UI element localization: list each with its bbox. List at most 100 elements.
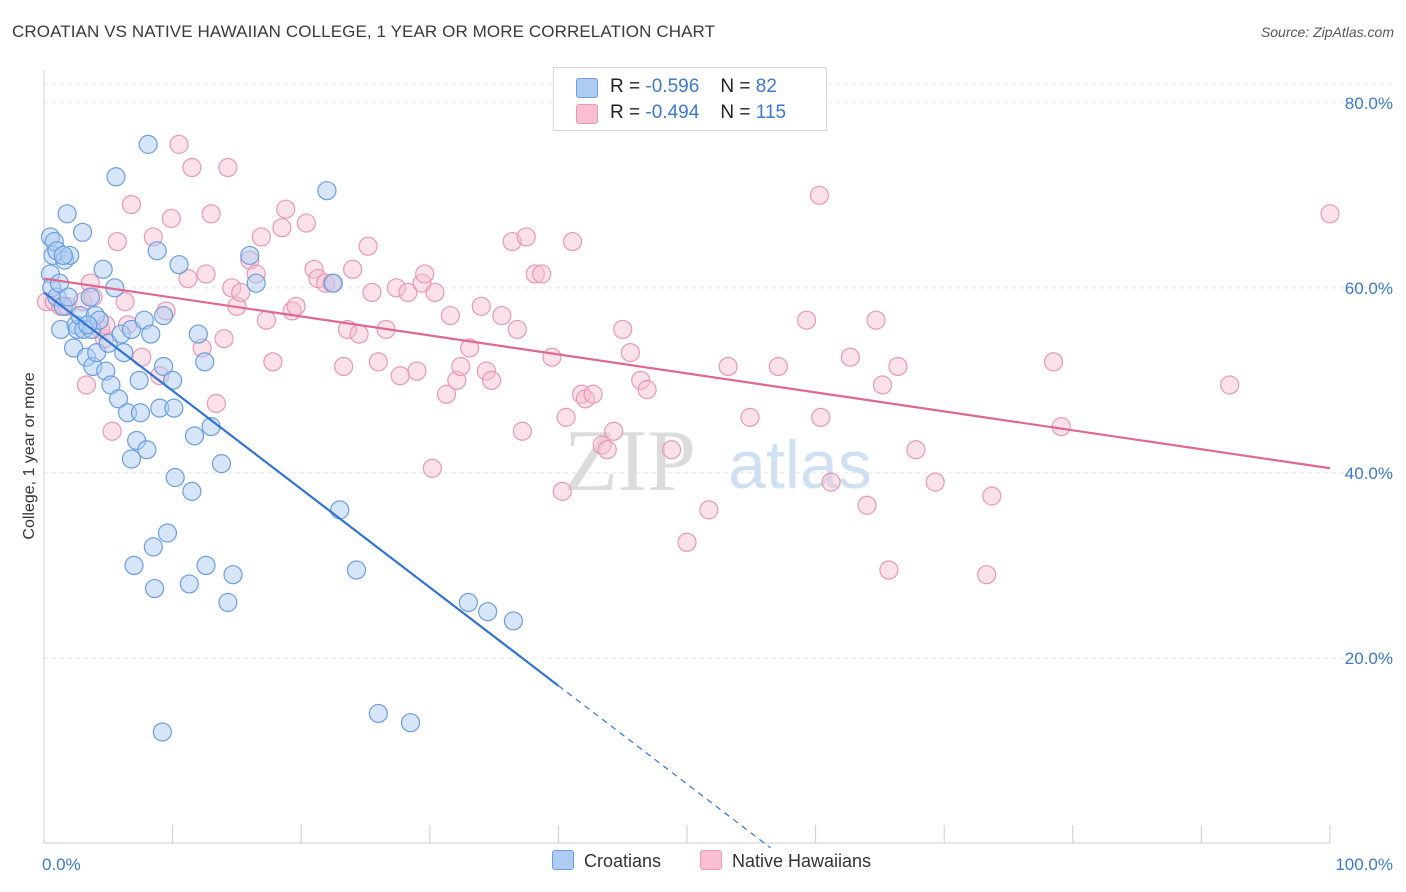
croatian-point — [129, 370, 149, 390]
series-swatch-croatians — [552, 850, 574, 870]
native-hawaiian-point — [386, 278, 406, 298]
native-hawaiian-point — [888, 356, 908, 377]
native-hawaiian-point — [718, 356, 738, 377]
croatian-point — [368, 703, 388, 724]
native-hawaiian-point — [866, 310, 886, 330]
croatian-point — [317, 181, 337, 201]
native-hawaiian-point — [398, 282, 418, 303]
native-hawaiian-point — [811, 407, 831, 427]
croatian-point — [137, 440, 157, 460]
croatian-point — [503, 611, 523, 631]
native-hawaiian-point — [161, 208, 181, 229]
native-hawaiian-point — [196, 264, 216, 284]
native-hawaiian-point — [532, 264, 552, 284]
chart-title: CROATIAN VS NATIVE HAWAIIAN COLLEGE, 1 Y… — [12, 22, 716, 41]
native-hawaiian-point — [768, 356, 788, 377]
native-hawaiian-point — [613, 319, 633, 340]
native-hawaiian-point — [982, 486, 1002, 506]
native-hawaiian-point — [276, 199, 296, 219]
native-hawaiian-point — [620, 342, 641, 363]
native-hawaiian-point — [597, 440, 617, 460]
y-tick-label: 80.0% — [1345, 94, 1393, 113]
trend-lines — [43, 277, 1331, 849]
croatian-point — [330, 500, 350, 520]
x-tick-label-min: 0.0% — [42, 855, 81, 874]
native-hawaiian-point — [637, 380, 657, 400]
native-hawaiian-point — [460, 338, 480, 358]
native-hawaiian-point — [263, 352, 283, 372]
croatian-point — [80, 287, 100, 307]
native-hawaiian-point — [222, 278, 242, 298]
native-hawaiians-trend-line — [43, 277, 1331, 470]
native-hawaiian-point — [251, 227, 271, 247]
native-hawaiian-point — [677, 532, 697, 552]
native-hawaiian-point — [169, 134, 189, 154]
native-hawaiian-point — [879, 560, 899, 580]
native-hawaiian-point — [102, 421, 122, 441]
native-hawaiian-point — [562, 231, 583, 252]
legend-swatch-native-hawaiians — [576, 104, 598, 124]
croatian-point — [72, 222, 93, 242]
native-hawaiian-point — [906, 440, 926, 460]
native-hawaiian-point — [231, 282, 251, 303]
legend-n-value: 82 — [755, 76, 777, 97]
croatian-point — [58, 287, 79, 307]
native-hawaiian-point — [343, 259, 363, 279]
native-hawaiian-point — [286, 296, 306, 316]
croatian-point — [458, 592, 478, 613]
native-hawaiian-point — [583, 384, 603, 404]
native-hawaiian-point — [256, 310, 277, 330]
croatian-point — [182, 481, 202, 501]
croatian-point — [141, 324, 161, 344]
watermark-zip: ZIP — [564, 413, 696, 510]
native-hawaiian-point — [272, 218, 292, 238]
legend-n-value: 115 — [755, 102, 787, 123]
legend-n-label: N = — [720, 102, 751, 123]
legend-r-label: R = — [610, 76, 641, 97]
croatian-point — [163, 370, 183, 390]
native-hawaiian-point — [178, 268, 198, 289]
croatian-point — [195, 352, 215, 372]
native-hawaiian-point — [296, 213, 316, 233]
chart-source: Source: ZipAtlas.com — [1260, 24, 1394, 40]
native-hawaiian-point — [516, 227, 536, 247]
x-tick-label-max: 100.0% — [1335, 855, 1393, 874]
native-hawaiian-point — [502, 231, 522, 252]
native-hawaiian-point — [201, 204, 221, 224]
croatian-point — [152, 722, 172, 742]
native-hawaiians-points — [36, 134, 1340, 585]
croatian-point — [211, 454, 232, 474]
stats-legend: R = -0.596 N = 82 R = -0.494 N = 115 — [553, 67, 827, 131]
series-legend-croatians: Croatians — [552, 850, 661, 872]
native-hawaiian-point — [1320, 204, 1340, 224]
y-tick-label: 60.0% — [1345, 279, 1393, 298]
croatian-point — [246, 273, 266, 293]
croatian-point — [157, 523, 178, 543]
native-hawaiian-point — [1043, 352, 1064, 372]
croatian-point — [218, 592, 238, 613]
native-hawaiian-point — [809, 185, 830, 205]
croatian-point — [240, 245, 260, 266]
axes — [43, 70, 1331, 844]
croatian-point — [164, 398, 184, 418]
croatian-point — [124, 555, 144, 576]
legend-swatch-croatians — [576, 78, 598, 98]
native-hawaiian-point — [977, 565, 997, 585]
native-hawaiian-point — [107, 231, 127, 252]
watermark: ZIP atlas — [564, 413, 872, 510]
native-hawaiian-point — [451, 356, 471, 377]
watermark-atlas: atlas — [728, 427, 872, 503]
native-hawaiian-point — [471, 296, 491, 316]
native-hawaiian-point — [115, 292, 135, 312]
croatian-point — [223, 565, 243, 585]
grid-lines — [44, 83, 1393, 659]
croatian-point — [184, 426, 205, 446]
croatian-point — [147, 241, 167, 261]
croatian-point — [188, 324, 208, 344]
native-hawaiian-point — [552, 481, 572, 501]
native-hawaiian-point — [556, 407, 576, 427]
native-hawaiian-point — [821, 472, 841, 492]
native-hawaiian-point — [740, 407, 760, 427]
native-hawaiian-point — [661, 440, 682, 460]
native-hawaiian-point — [631, 370, 651, 390]
